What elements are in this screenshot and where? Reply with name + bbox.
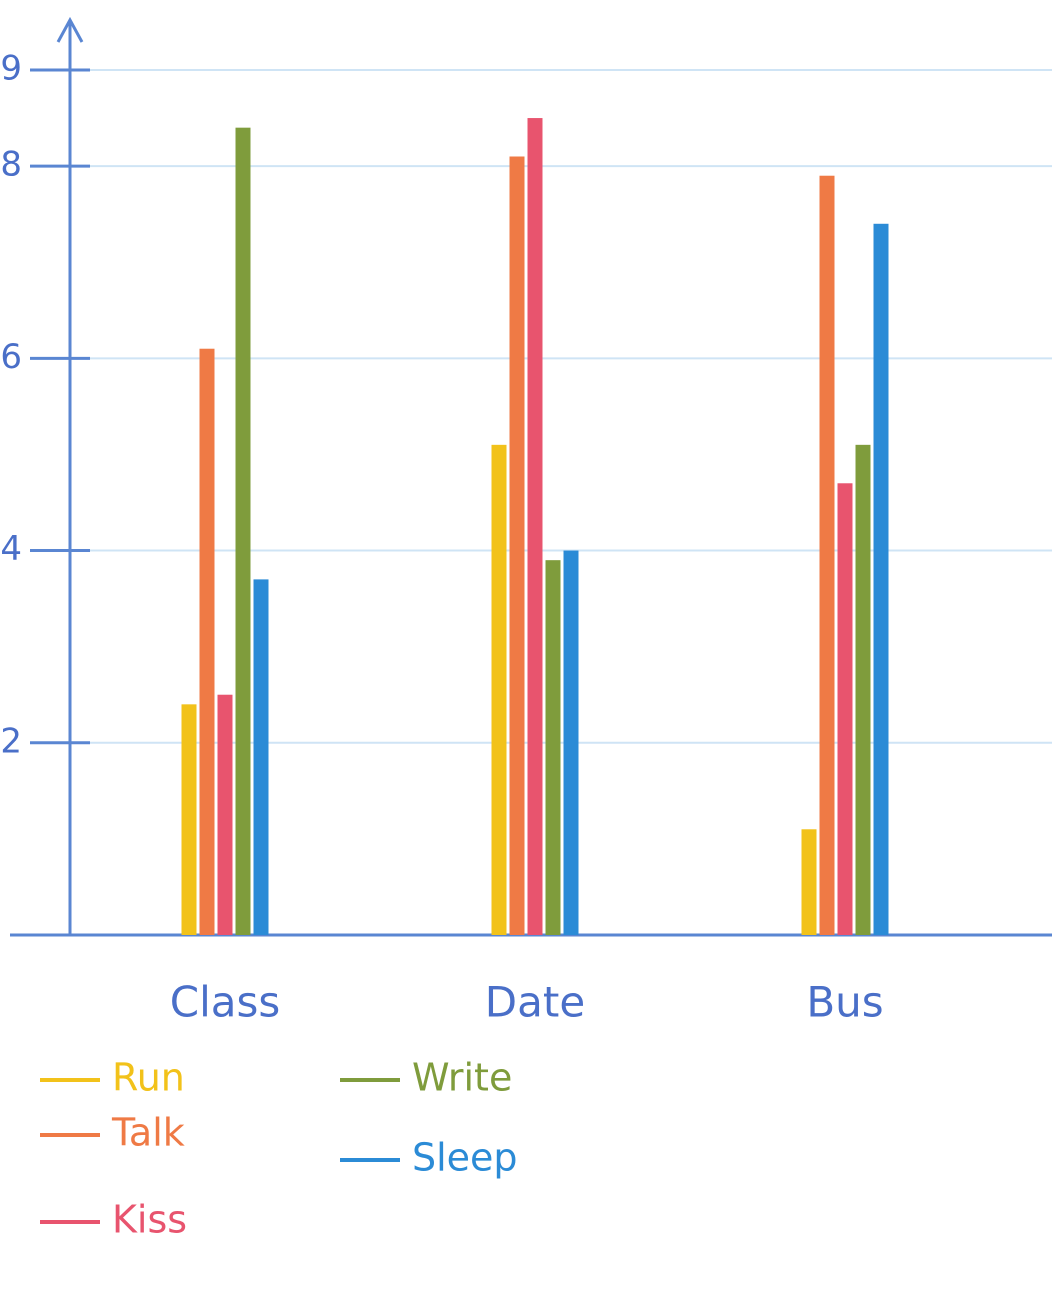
bar <box>491 444 507 935</box>
bar <box>235 127 251 935</box>
x-tick-label: Date <box>485 978 585 1027</box>
y-axis-arrow <box>56 16 84 43</box>
y-tick-label: 9 <box>0 49 22 89</box>
y-tick-label: 8 <box>0 145 22 185</box>
bar <box>819 175 835 935</box>
bar <box>563 550 579 935</box>
legend-label: Kiss <box>112 1198 187 1242</box>
bar <box>199 348 215 935</box>
legend-label: Talk <box>111 1111 185 1155</box>
x-tick-label: Bus <box>806 978 883 1027</box>
bar <box>855 444 871 935</box>
bar <box>181 704 197 935</box>
bar <box>217 694 233 935</box>
y-tick-label: 2 <box>0 721 22 761</box>
x-tick-label: Class <box>170 978 281 1027</box>
legend-label: Sleep <box>412 1136 518 1180</box>
bar <box>253 579 269 935</box>
bar <box>527 118 543 936</box>
bar <box>873 223 889 935</box>
y-tick-label: 6 <box>0 337 22 377</box>
y-tick-label: 4 <box>0 529 22 569</box>
bar <box>545 560 561 935</box>
legend-label: Run <box>112 1056 185 1100</box>
bar <box>837 483 853 935</box>
bar <box>801 829 817 935</box>
bar <box>509 156 525 935</box>
legend-label: Write <box>412 1056 512 1100</box>
